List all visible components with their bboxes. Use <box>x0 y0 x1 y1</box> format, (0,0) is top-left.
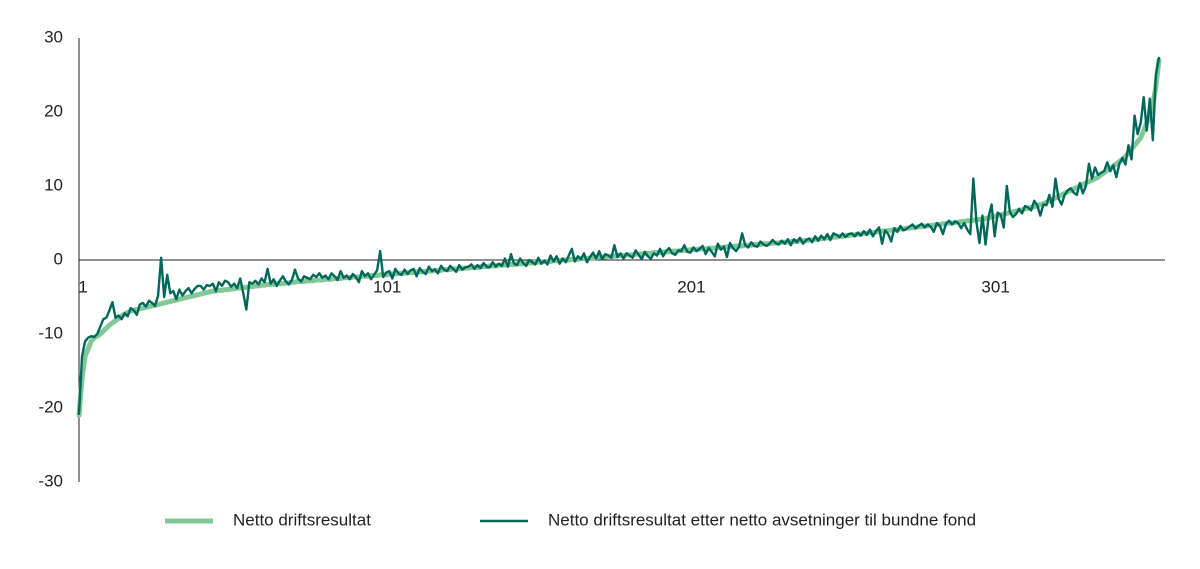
series-line <box>76 57 1162 418</box>
legend-label: Netto driftsresultat etter netto avsetni… <box>548 510 976 529</box>
x-tick-label: 301 <box>981 277 1009 296</box>
y-tick-label: -10 <box>38 323 63 342</box>
legend-label: Netto driftsresultat <box>233 510 371 529</box>
y-tick-label: 0 <box>54 249 63 268</box>
y-tick-label: -30 <box>38 471 63 490</box>
y-tick-label: 30 <box>44 27 63 46</box>
series-line <box>77 56 1161 416</box>
y-tick-label: -20 <box>38 397 63 416</box>
x-tick-label: 1 <box>78 277 87 296</box>
y-tick-label: 20 <box>44 101 63 120</box>
x-tick-label: 101 <box>373 277 401 296</box>
y-tick-label: 10 <box>44 175 63 194</box>
x-tick-label: 201 <box>677 277 705 296</box>
